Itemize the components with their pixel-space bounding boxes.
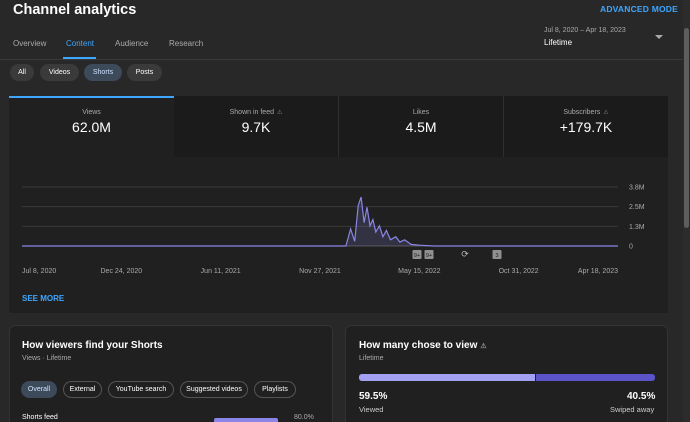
scrollbar-thumb[interactable] <box>684 28 689 228</box>
viewed-label: Viewed <box>359 405 384 414</box>
chart-area <box>22 197 618 246</box>
views-chart[interactable]: 3.8M 2.5M 1.3M 0 Jul 8, 2020 Dec 24, 2020 Jun… <box>0 0 690 290</box>
metric-value: 4.5M <box>405 119 437 135</box>
x-tick-label: Jun 11, 2021 <box>201 268 241 275</box>
tab-research[interactable]: Research <box>169 39 204 48</box>
x-tick-label: May 15, 2022 <box>398 268 441 275</box>
metric-value: 9.7K <box>241 119 271 135</box>
x-tick-label: Dec 24, 2020 <box>101 268 143 275</box>
svg-text:3: 3 <box>495 253 498 259</box>
date-range-dates[interactable]: Jul 8, 2020 – Apr 18, 2023 <box>544 27 626 34</box>
svg-text:⟳: ⟳ <box>461 249 469 259</box>
metric-label: Shown in feed <box>229 109 274 116</box>
traffic-source-card <box>9 325 333 422</box>
date-range-label[interactable]: Lifetime <box>544 38 573 47</box>
traffic-card-title: How viewers find your Shorts <box>22 340 163 351</box>
metric-divider <box>503 96 504 157</box>
filter-chip-shorts[interactable]: Shorts <box>84 64 122 81</box>
metric-divider <box>338 96 339 157</box>
page-title: Channel analytics <box>13 2 137 18</box>
x-tick-label: Apr 18, 2023 <box>578 268 618 275</box>
metric-subscribers[interactable]: Subscribers ⚠ +179.7K <box>504 96 668 157</box>
filter-chip-videos[interactable]: Videos <box>40 64 79 81</box>
view-card-subtitle: Lifetime <box>359 355 384 362</box>
y-tick-label: 2.5M <box>629 204 645 211</box>
metric-label: Likes <box>412 109 430 116</box>
x-tick-label: Jul 8, 2020 <box>22 268 56 275</box>
video-marker[interactable]: ⟳ <box>461 249 470 259</box>
filter-chip-all[interactable]: All <box>10 64 34 81</box>
metric-label: Subscribers <box>563 109 601 116</box>
swiped-percent: 40.5% <box>627 391 656 402</box>
traffic-filter-suggested-videos[interactable]: Suggested videos <box>180 381 248 398</box>
traffic-row-label: Shorts feed <box>22 414 58 421</box>
advanced-mode-link[interactable]: ADVANCED MODE <box>600 4 679 14</box>
tab-audience[interactable]: Audience <box>115 39 149 48</box>
traffic-row-bar <box>214 418 278 422</box>
y-tick-label: 0 <box>629 244 633 251</box>
y-tick-label: 1.3M <box>629 224 645 231</box>
metric-value: +179.7K <box>559 119 613 135</box>
tabs-divider <box>0 59 690 60</box>
metric-shown-in-feed[interactable]: Shown in feed ⚠ 9.7K <box>174 96 338 157</box>
tab-content[interactable]: Content <box>66 39 95 48</box>
chevron-down-icon[interactable] <box>655 35 663 39</box>
svg-text:9+: 9+ <box>414 253 420 259</box>
active-tab-indicator <box>63 57 96 59</box>
x-tick-label: Oct 31, 2022 <box>499 268 539 275</box>
viewed-percent: 59.5% <box>359 391 388 402</box>
traffic-filter-playlists[interactable]: Playlists <box>254 381 296 398</box>
video-marker[interactable]: 3 <box>492 250 502 259</box>
chose-to-view-card <box>345 325 668 422</box>
video-marker[interactable]: 9+ <box>412 250 422 259</box>
metric-views[interactable]: Views 62.0M <box>9 96 174 157</box>
viewed-bar <box>359 374 536 381</box>
traffic-row-value: 80.0% <box>294 414 314 421</box>
traffic-card-subtitle: Views · Lifetime <box>22 355 72 362</box>
traffic-filter-youtube-search[interactable]: YouTube search <box>108 381 174 398</box>
view-card-title: How many chose to view ⚠ <box>359 340 487 351</box>
traffic-filter-external[interactable]: External <box>63 381 102 398</box>
video-marker[interactable]: 9+ <box>424 250 434 259</box>
tab-overview[interactable]: Overview <box>13 39 47 48</box>
svg-text:9+: 9+ <box>426 253 432 259</box>
warning-icon: ⚠ <box>480 343 487 350</box>
chart-line <box>22 196 618 247</box>
metric-value: 62.0M <box>72 119 111 135</box>
filter-chip-posts[interactable]: Posts <box>127 64 162 81</box>
metric-label: Views <box>82 109 101 116</box>
warning-icon: ⚠ <box>276 110 283 116</box>
swiped-label: Swiped away <box>610 405 655 414</box>
bar-separator <box>535 374 537 381</box>
y-tick-label: 3.8M <box>629 185 645 192</box>
metric-likes[interactable]: Likes 4.5M <box>339 96 503 157</box>
traffic-filter-overall[interactable]: Overall <box>21 381 57 398</box>
x-tick-label: Nov 27, 2021 <box>299 268 341 275</box>
see-more-link[interactable]: SEE MORE <box>22 294 65 303</box>
warning-icon: ⚠ <box>603 110 609 116</box>
active-metric-indicator <box>9 96 174 98</box>
